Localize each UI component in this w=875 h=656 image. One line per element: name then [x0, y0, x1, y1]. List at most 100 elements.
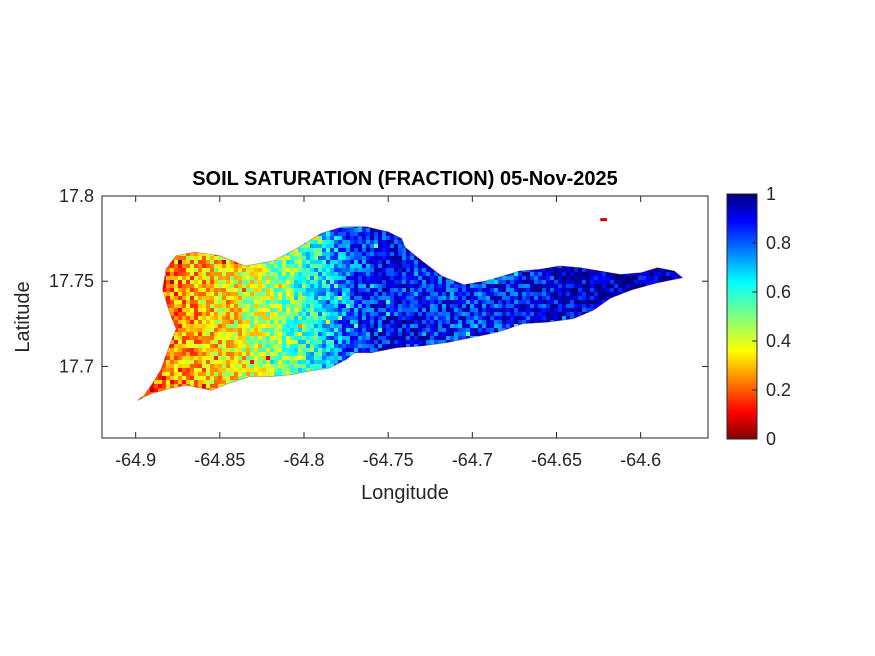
heat-cell: [426, 272, 430, 276]
heat-cell: [498, 268, 502, 272]
heat-cell: [218, 240, 222, 244]
heat-cell: [270, 404, 274, 408]
heat-cell: [218, 220, 222, 224]
heat-cell: [146, 268, 150, 272]
heat-cell: [494, 400, 498, 401]
heat-cell: [246, 340, 250, 344]
heat-cell: [158, 268, 162, 272]
heat-cell: [186, 400, 190, 401]
heat-cell: [190, 244, 194, 248]
heat-cell: [406, 400, 410, 401]
heat-cell: [346, 344, 350, 348]
heat-cell: [546, 268, 550, 272]
heat-cell: [137, 316, 138, 320]
heat-cell: [130, 292, 134, 296]
heat-cell: [466, 328, 470, 332]
heat-cell: [506, 280, 510, 284]
heat-cell: [234, 228, 238, 232]
heat-cell: [186, 292, 190, 296]
heat-cell: [158, 308, 162, 312]
heat-cell: [202, 276, 206, 280]
heat-cell: [350, 240, 354, 244]
heat-cell: [406, 304, 410, 308]
heat-cell: [194, 372, 198, 376]
heat-cell: [386, 368, 390, 372]
heat-cell: [266, 364, 270, 368]
heat-cell: [426, 328, 430, 332]
heat-cell: [202, 300, 206, 304]
heat-cell: [222, 356, 226, 360]
heat-cell: [490, 226, 494, 228]
heat-cell: [198, 376, 202, 380]
heat-cell: [198, 312, 202, 316]
heat-cell: [138, 404, 142, 408]
heat-cell: [326, 372, 330, 376]
heat-cell: [478, 372, 482, 376]
heat-cell: [170, 328, 174, 332]
heat-cell: [474, 252, 478, 256]
heat-cell: [302, 256, 306, 260]
heat-cell: [414, 220, 418, 224]
heat-cell: [522, 272, 526, 276]
heat-cell: [166, 260, 170, 264]
heat-cell: [406, 300, 410, 304]
heat-cell: [258, 400, 262, 401]
heat-cell: [414, 256, 418, 260]
heat-cell: [526, 312, 530, 316]
heat-cell: [346, 400, 350, 401]
heat-cell: [254, 232, 258, 236]
heat-cell: [474, 304, 478, 308]
heat-cell: [270, 324, 274, 328]
heat-cell: [322, 272, 326, 276]
heat-cell: [314, 364, 318, 368]
heat-cell: [142, 264, 146, 268]
heat-cell: [506, 232, 510, 236]
heat-cell: [418, 344, 422, 348]
heat-cell: [314, 244, 318, 248]
heat-cell: [390, 360, 394, 364]
heat-cell: [466, 296, 470, 300]
heat-cell: [218, 260, 222, 264]
heat-cell: [142, 312, 146, 316]
heat-cell: [362, 268, 366, 272]
heat-cell: [306, 348, 310, 352]
heat-cell: [170, 360, 174, 364]
heat-cell: [150, 384, 154, 388]
heat-cell: [506, 292, 510, 296]
heat-cell: [190, 324, 194, 328]
heat-cell: [478, 404, 482, 408]
heat-cell: [386, 392, 390, 396]
heat-cell: [218, 384, 222, 388]
heat-cell: [534, 220, 538, 224]
heat-cell: [510, 392, 514, 396]
heat-cell: [466, 344, 470, 348]
heat-cell: [350, 328, 354, 332]
heat-cell: [130, 336, 134, 340]
heat-cell: [246, 288, 250, 292]
heat-cell: [478, 284, 482, 288]
heat-cell: [226, 248, 230, 252]
heat-cell: [162, 344, 166, 348]
heat-cell: [422, 292, 426, 296]
heat-cell: [434, 256, 438, 260]
heat-cell: [334, 260, 338, 264]
heat-cell: [242, 228, 246, 232]
heat-cell: [430, 252, 434, 256]
heat-cell: [546, 252, 550, 256]
heat-cell: [146, 272, 150, 276]
heat-cell: [182, 264, 186, 268]
heat-cell: [426, 404, 430, 408]
heat-cell: [446, 264, 450, 268]
heat-cell: [350, 264, 354, 268]
heat-cell: [346, 264, 350, 268]
heat-cell: [302, 356, 306, 360]
heat-cell: [190, 308, 194, 312]
heat-cell: [358, 336, 362, 340]
heat-cell: [378, 252, 382, 256]
heat-cell: [506, 340, 510, 344]
heat-cell: [334, 226, 338, 228]
heat-cell: [358, 268, 362, 272]
heat-cell: [462, 352, 466, 356]
heat-cell: [282, 236, 286, 240]
heat-cell: [414, 236, 418, 240]
